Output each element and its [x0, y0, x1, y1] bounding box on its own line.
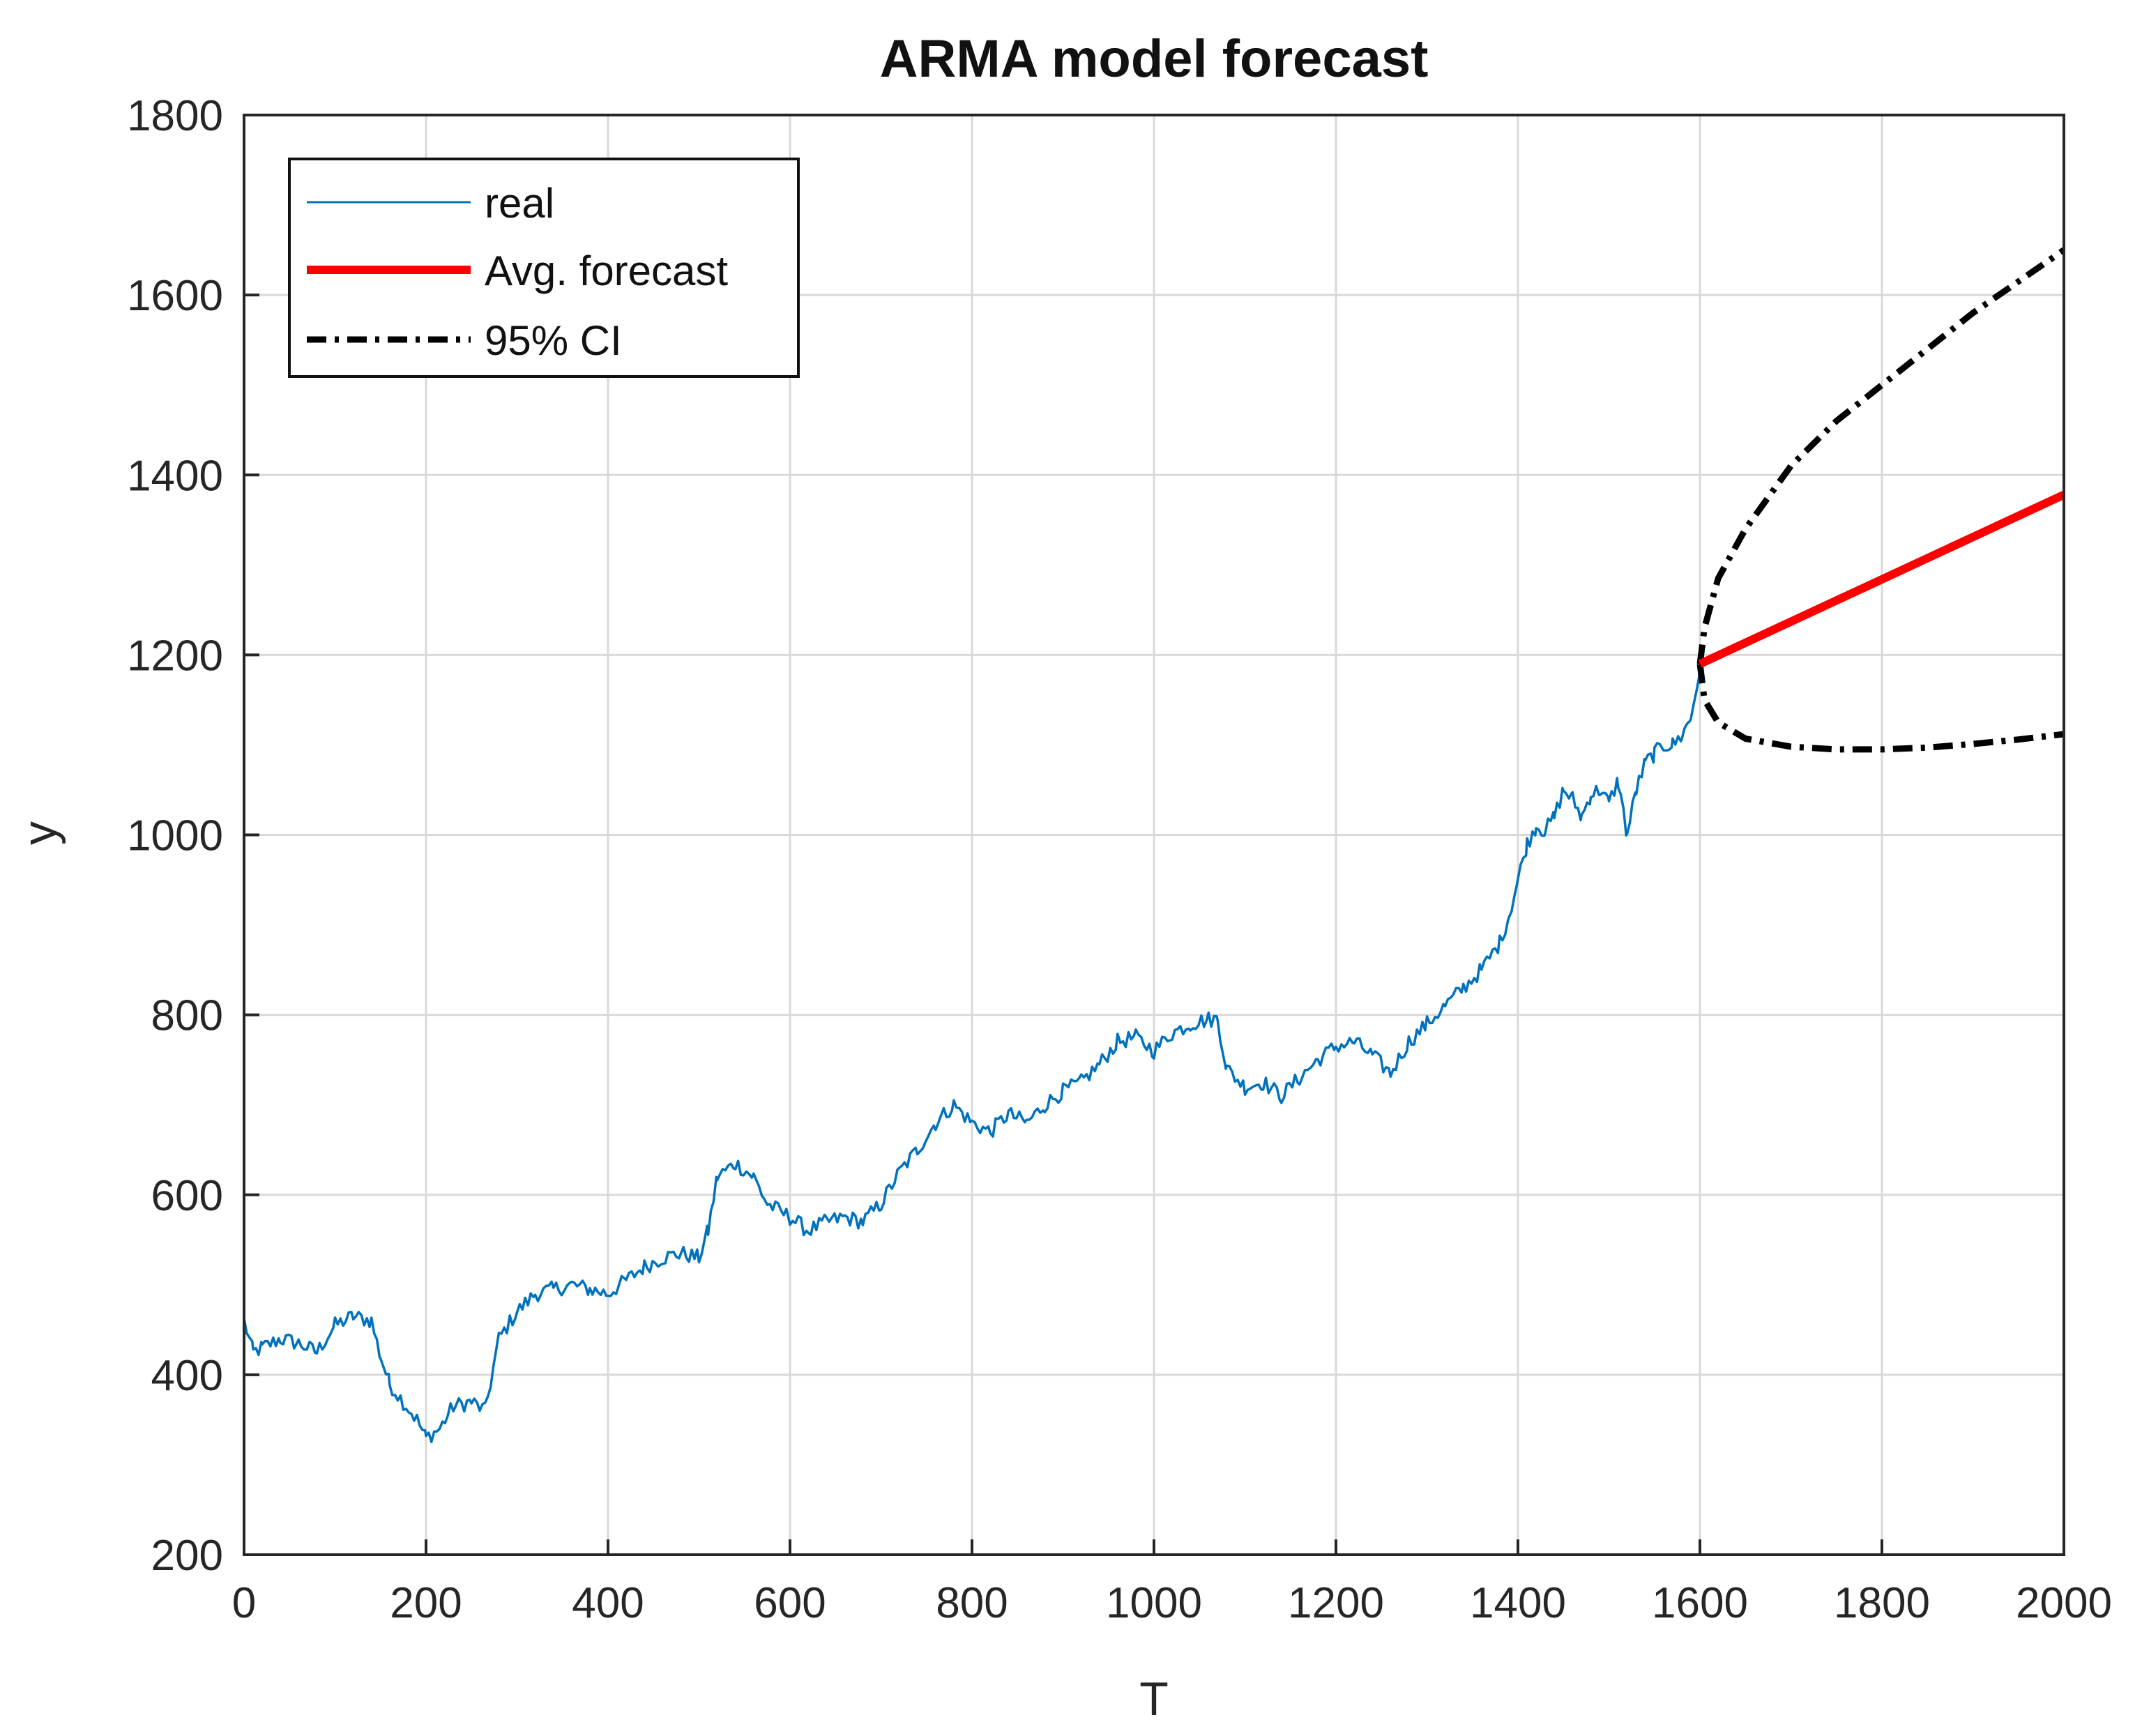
x-tick-label: 800 — [936, 1579, 1008, 1627]
x-tick-label: 1000 — [1106, 1579, 1202, 1627]
x-tick-label: 2000 — [2016, 1579, 2112, 1627]
x-tick-label: 600 — [754, 1579, 826, 1627]
y-tick-label: 1200 — [127, 632, 223, 680]
x-axis-label: T — [1139, 1673, 1169, 1726]
y-tick-label: 800 — [151, 992, 223, 1040]
legend-label-avg-forecast: Avg. forecast — [485, 248, 728, 294]
series-layer — [244, 247, 2064, 1443]
series-real-line — [244, 668, 1701, 1443]
y-tick-label: 1800 — [127, 92, 223, 140]
x-tick-label: 1800 — [1834, 1579, 1930, 1627]
y-tick-label: 400 — [151, 1352, 223, 1400]
legend-label-real: real — [485, 180, 554, 227]
series-avg-forecast-line — [1698, 491, 2064, 668]
legend-label-95-ci: 95% CI — [485, 317, 622, 364]
x-tick-label: 400 — [572, 1579, 644, 1627]
series-ci-upper-line — [1696, 247, 2064, 664]
x-tick-label: 0 — [232, 1579, 256, 1627]
y-tick-label: 600 — [151, 1172, 223, 1220]
y-tick-label: 1400 — [127, 452, 223, 500]
y-tick-label: 1600 — [127, 272, 223, 320]
legend: real Avg. forecast 95% CI — [288, 158, 800, 378]
x-tick-label: 1400 — [1470, 1579, 1566, 1627]
axis-ticks: 0 200 400 600 800 1000 1200 1400 1600 1800 2000200… — [127, 92, 2112, 1627]
y-tick-label: 200 — [151, 1532, 223, 1580]
x-tick-label: 1200 — [1288, 1579, 1384, 1627]
chart-title: ARMA model forecast — [880, 29, 1429, 89]
series-ci-lower-line — [1696, 663, 2064, 753]
x-tick-label: 1600 — [1652, 1579, 1748, 1627]
x-tick-label: 200 — [390, 1579, 462, 1627]
y-axis-label: y — [13, 821, 66, 845]
y-tick-label: 1000 — [127, 812, 223, 860]
